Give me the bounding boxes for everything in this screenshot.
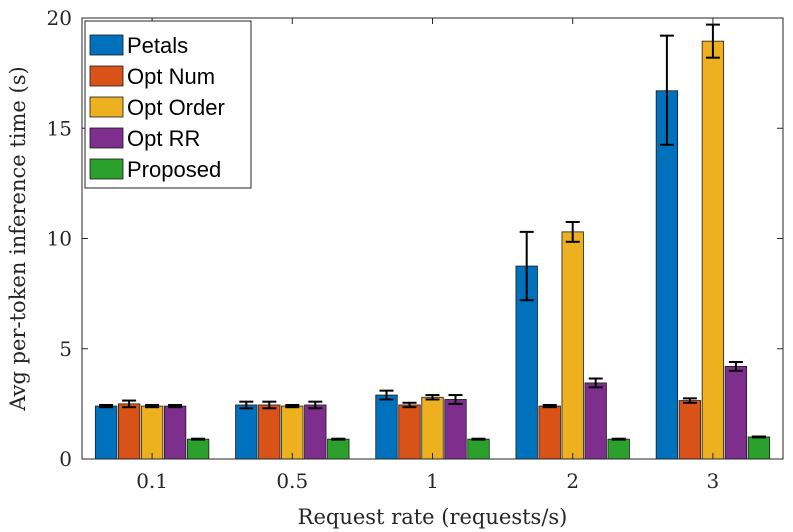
error-bar-proposed-0.5 [331, 437, 346, 441]
bar-opt-order-2 [561, 231, 584, 460]
error-bar-opt-rr-1 [448, 394, 463, 405]
bar-opt-rr-0.5 [304, 404, 327, 460]
error-bar-opt-rr-2 [588, 377, 603, 389]
error-bar-opt-order-0.5 [285, 403, 300, 409]
bar-opt-num-2 [538, 405, 561, 460]
bar-proposed-3 [747, 436, 771, 460]
error-bar-opt-order-2 [565, 220, 580, 243]
bar-opt-order-3 [701, 40, 725, 460]
error-bar-petals-0.5 [239, 400, 254, 410]
error-bar-opt-num-3 [682, 397, 697, 404]
x-tick-label: 0.1 [136, 469, 168, 493]
legend: Petals Opt Num Opt Order Opt RR Proposed [84, 20, 252, 189]
bar-petals-3 [655, 90, 679, 460]
bar-opt-rr-1 [444, 399, 467, 460]
x-tick-label: 1 [426, 469, 439, 493]
error-bar-petals-1 [379, 389, 394, 401]
error-bar-petals-2 [519, 230, 534, 302]
error-bar-opt-rr-0.1 [168, 403, 183, 409]
error-bar-opt-rr-3 [728, 360, 743, 372]
error-bar-opt-num-0.5 [262, 400, 277, 410]
x-axis-title: Request rate (requests/s) [298, 505, 568, 529]
error-bar-proposed-1 [471, 437, 486, 441]
y-tick-label: 5 [59, 337, 72, 361]
legend-label: Petals [127, 33, 188, 58]
bar-opt-rr-3 [724, 365, 748, 460]
bar-opt-order-0.5 [281, 405, 304, 460]
error-bar-proposed-0.1 [191, 437, 206, 441]
legend-label: Proposed [127, 157, 221, 182]
legend-label: Opt Num [127, 64, 215, 89]
legend-swatch [89, 65, 124, 87]
bar-proposed-0.1 [186, 438, 210, 460]
bar-proposed-2 [607, 438, 630, 460]
bar-opt-num-0.1 [117, 403, 141, 460]
bars-layer [94, 40, 771, 460]
bar-petals-0.1 [94, 405, 118, 460]
legend-label: Opt Order [127, 95, 225, 120]
bar-proposed-1 [467, 438, 490, 460]
y-tick-label: 10 [47, 227, 72, 251]
legend-label: Opt RR [127, 126, 200, 151]
error-bar-proposed-3 [751, 435, 766, 439]
bar-petals-1 [375, 394, 398, 460]
y-tick-label: 0 [59, 447, 72, 471]
bar-opt-order-0.1 [140, 405, 164, 460]
y-tick-label: 15 [47, 116, 72, 140]
error-bar-opt-order-3 [705, 23, 720, 59]
error-bar-opt-num-0.1 [122, 399, 137, 409]
error-bar-petals-3 [659, 34, 674, 146]
bar-opt-num-3 [678, 400, 702, 460]
bar-petals-0.5 [235, 404, 258, 460]
y-axis-title: Avg per-token inference time (s) [6, 66, 30, 411]
ticks-layer: 0.1 0.5 1 2 3 0 5 10 15 20 [47, 6, 783, 493]
error-bar-opt-order-1 [425, 394, 440, 401]
bar-opt-rr-2 [584, 382, 607, 460]
error-bar-opt-order-0.1 [145, 403, 160, 409]
error-bar-opt-num-2 [542, 403, 557, 409]
bar-proposed-0.5 [327, 438, 350, 460]
x-tick-label: 3 [707, 469, 720, 493]
x-tick-label: 0.5 [276, 469, 308, 493]
error-bar-proposed-2 [611, 437, 626, 441]
y-tick-label: 20 [47, 6, 72, 30]
legend-swatch [89, 127, 124, 149]
error-bar-opt-rr-0.5 [308, 400, 323, 410]
error-bar-opt-num-1 [402, 401, 417, 409]
legend-swatch [89, 158, 124, 180]
bar-opt-order-1 [421, 396, 444, 460]
bar-opt-rr-0.1 [163, 405, 187, 460]
x-tick-label: 2 [566, 469, 579, 493]
error-bar-petals-0.1 [99, 403, 114, 409]
error-bars-layer [99, 23, 766, 441]
legend-swatch [89, 96, 124, 118]
bar-opt-num-0.5 [258, 404, 281, 460]
legend-swatch [89, 34, 124, 56]
bar-opt-num-1 [398, 404, 421, 460]
